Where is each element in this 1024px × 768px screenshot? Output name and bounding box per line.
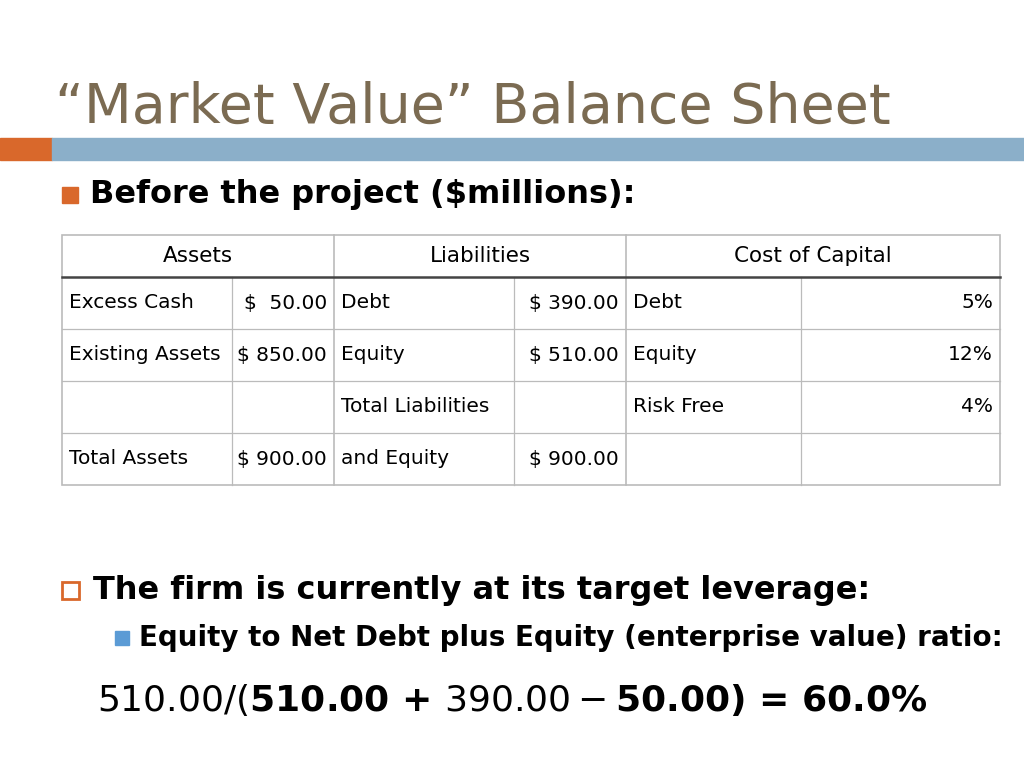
Text: and Equity: and Equity <box>341 449 449 468</box>
Text: Debt: Debt <box>633 293 682 313</box>
Text: “Market Value” Balance Sheet: “Market Value” Balance Sheet <box>55 81 891 135</box>
Text: Risk Free: Risk Free <box>633 398 724 416</box>
Text: Total Liabilities: Total Liabilities <box>341 398 489 416</box>
Text: The firm is currently at its target leverage:: The firm is currently at its target leve… <box>93 574 870 605</box>
Text: Total Assets: Total Assets <box>69 449 188 468</box>
Text: Assets: Assets <box>163 246 233 266</box>
Text: $ 850.00: $ 850.00 <box>238 346 327 365</box>
Text: Equity: Equity <box>341 346 404 365</box>
Bar <box>52 138 1024 160</box>
Text: Cost of Capital: Cost of Capital <box>734 246 892 266</box>
Bar <box>62 582 79 599</box>
Text: 4%: 4% <box>961 398 993 416</box>
Text: $ 900.00: $ 900.00 <box>238 449 327 468</box>
Text: Before the project ($millions):: Before the project ($millions): <box>90 180 636 210</box>
Text: Liabilities: Liabilities <box>429 246 530 266</box>
Bar <box>115 631 129 645</box>
Text: $ 900.00: $ 900.00 <box>529 449 618 468</box>
Text: $ 390.00: $ 390.00 <box>529 293 618 313</box>
Text: $ 510.00: $ 510.00 <box>529 346 618 365</box>
Text: Debt: Debt <box>341 293 390 313</box>
Text: Equity: Equity <box>633 346 696 365</box>
Bar <box>62 187 78 203</box>
Text: Equity to Net Debt plus Equity (enterprise value) ratio:: Equity to Net Debt plus Equity (enterpri… <box>139 624 1002 652</box>
Bar <box>62 235 1000 485</box>
Text: $510.00/($510.00 + $390.00 - $50.00) = 60.0%: $510.00/($510.00 + $390.00 - $50.00) = 6… <box>96 682 928 718</box>
Text: $  50.00: $ 50.00 <box>244 293 327 313</box>
Bar <box>0 138 52 160</box>
Text: 12%: 12% <box>948 346 993 365</box>
Text: Existing Assets: Existing Assets <box>69 346 220 365</box>
Text: Excess Cash: Excess Cash <box>69 293 194 313</box>
Text: 5%: 5% <box>962 293 993 313</box>
